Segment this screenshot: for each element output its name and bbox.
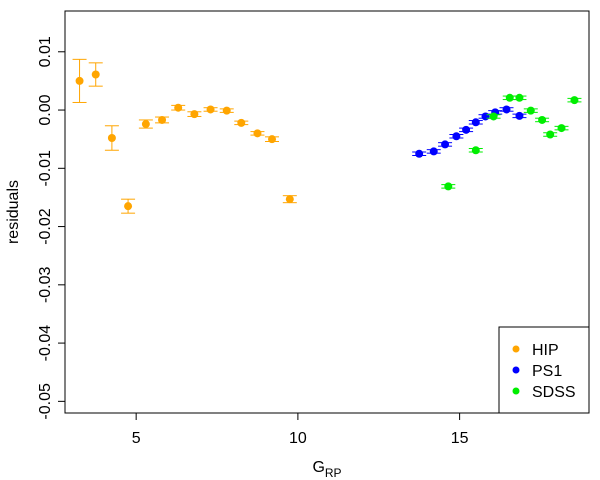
data-point-hip-13: [285, 195, 294, 204]
data-point-ps1-8: [502, 105, 511, 114]
data-point-ps1-0: [415, 149, 424, 158]
data-point-hip-11: [253, 129, 262, 138]
data-point-sdss-8: [557, 124, 566, 133]
data-point-ps1-1: [429, 147, 438, 156]
data-point-sdss-1: [471, 146, 480, 155]
data-point-sdss-5: [526, 106, 535, 115]
x-axis: 5 10 15: [132, 413, 469, 447]
data-point-hip-2: [107, 134, 116, 143]
data-point-sdss-9: [570, 96, 579, 105]
legend-marker-ps1: [512, 366, 520, 374]
data-point-hip-9: [222, 106, 231, 115]
y-tick-label-6: -0.05: [37, 383, 54, 420]
data-point-hip-7: [190, 110, 199, 119]
data-point-ps1-3: [452, 132, 461, 141]
x-axis-title: GRP: [312, 459, 341, 480]
data-point-sdss-2: [489, 112, 498, 121]
y-tick-label-1: 0.00: [37, 94, 54, 125]
data-point-hip-1: [91, 70, 100, 79]
data-point-ps1-5: [471, 118, 480, 127]
y-tick-label-3: -0.02: [37, 208, 54, 245]
data-point-hip-3: [124, 202, 133, 211]
data-point-hip-8: [206, 105, 215, 114]
x-axis-title-subscript: RP: [325, 466, 342, 480]
y-axis: 0.01 0.00 -0.01 -0.02 -0.03 -0.04 -0.05: [37, 36, 65, 420]
x-tick-label-2: 15: [451, 430, 469, 447]
series-sdss: [441, 93, 582, 191]
data-point-sdss-3: [505, 93, 514, 102]
legend-label-sdss: SDSS: [532, 384, 576, 401]
series-hip: [72, 58, 297, 214]
legend-marker-hip: [512, 345, 520, 353]
x-tick-label-0: 5: [132, 430, 141, 447]
series-ps1: [412, 105, 527, 158]
y-tick-label-4: -0.03: [37, 266, 54, 303]
x-axis-title-main: G: [312, 459, 324, 476]
data-series: [72, 58, 582, 214]
legend-label-hip: HIP: [532, 342, 559, 359]
data-point-hip-12: [268, 135, 277, 144]
data-point-hip-10: [237, 118, 246, 127]
data-point-sdss-6: [538, 115, 547, 124]
data-point-ps1-2: [441, 140, 450, 149]
data-point-sdss-0: [444, 182, 453, 191]
y-axis-title: residuals: [5, 180, 22, 244]
data-point-hip-5: [158, 115, 167, 124]
data-point-hip-0: [75, 76, 84, 85]
legend-label-ps1: PS1: [532, 363, 562, 380]
data-point-hip-6: [174, 103, 183, 112]
data-point-ps1-4: [462, 125, 471, 134]
data-point-hip-4: [141, 120, 150, 129]
plot-frame: [64, 10, 590, 414]
y-tick-label-2: -0.01: [37, 150, 54, 187]
data-point-sdss-7: [546, 130, 555, 139]
data-point-ps1-9: [515, 111, 524, 120]
x-tick-label-1: 10: [289, 430, 307, 447]
data-point-sdss-4: [515, 93, 524, 102]
legend: HIP PS1 SDSS: [498, 326, 590, 414]
legend-marker-sdss: [512, 387, 520, 395]
y-tick-label-5: -0.04: [37, 325, 54, 362]
y-tick-label-0: 0.01: [37, 36, 54, 67]
